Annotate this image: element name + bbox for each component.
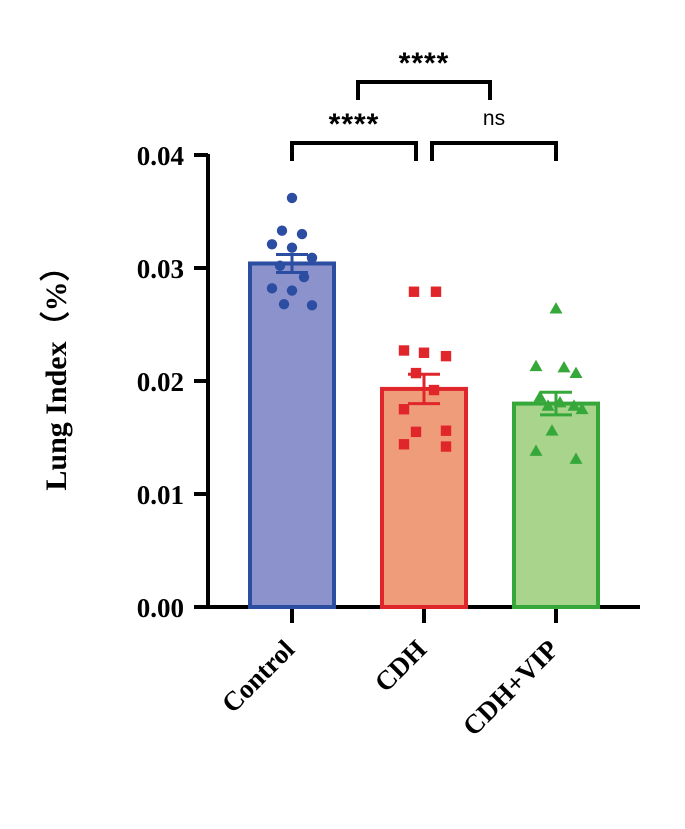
- data-point-triangle: [529, 444, 543, 456]
- data-point-circle: [286, 285, 298, 296]
- bar-cdh-vip: [512, 401, 600, 609]
- data-point-circle: [266, 283, 278, 294]
- data-point-square: [398, 404, 410, 415]
- data-point-square: [418, 347, 430, 358]
- significance-label: ****: [399, 47, 450, 80]
- y-tick-label: 0.02: [137, 367, 184, 397]
- data-point-triangle: [575, 402, 589, 415]
- y-tick-label: 0.04: [137, 141, 184, 171]
- data-point-triangle: [533, 390, 547, 402]
- data-point-triangle: [545, 424, 559, 436]
- data-point-circle: [306, 300, 318, 311]
- data-point-circle: [306, 252, 318, 264]
- data-point-square: [408, 286, 420, 297]
- x-tick-label: CDH+VIP: [457, 634, 564, 741]
- error-bars: [268, 252, 580, 417]
- data-point-square: [430, 286, 442, 297]
- data-point-circle: [296, 228, 308, 240]
- y-tick-label: 0.03: [137, 254, 184, 284]
- data-point-triangle: [549, 302, 563, 314]
- data-point-circle: [286, 192, 298, 204]
- data-point-square: [410, 426, 422, 438]
- significance-bracket: [356, 80, 492, 100]
- data-point-triangle: [529, 359, 543, 372]
- data-point-circle: [266, 239, 278, 250]
- significance-bracket: [290, 141, 418, 161]
- data-point-circle: [278, 298, 290, 310]
- data-point-square: [398, 439, 410, 450]
- x-tick-label: Control: [216, 634, 301, 719]
- significance-label: ns: [483, 107, 505, 130]
- data-point-circle: [276, 225, 288, 236]
- bar-control: [248, 261, 336, 609]
- data-point-square: [440, 350, 452, 362]
- data-point-square: [440, 441, 452, 452]
- significance-label: ****: [329, 108, 380, 141]
- data-point-triangle: [569, 452, 583, 464]
- data-point-circle: [286, 242, 298, 253]
- significance-brackets: **** ns ****: [290, 47, 558, 161]
- y-axis-label: Lung Index（%）: [39, 251, 73, 490]
- x-tick-label: CDH: [369, 634, 433, 698]
- significance-bracket: [430, 141, 558, 161]
- data-point-triangle: [557, 360, 571, 373]
- data-point-triangle: [569, 366, 583, 378]
- data-point-square: [440, 425, 452, 436]
- y-tick-label: 0.01: [137, 480, 184, 510]
- data-point-circle: [298, 271, 310, 283]
- y-tick-label: 0.00: [137, 593, 184, 623]
- bar-cdh: [380, 386, 468, 609]
- data-point-square: [398, 345, 410, 356]
